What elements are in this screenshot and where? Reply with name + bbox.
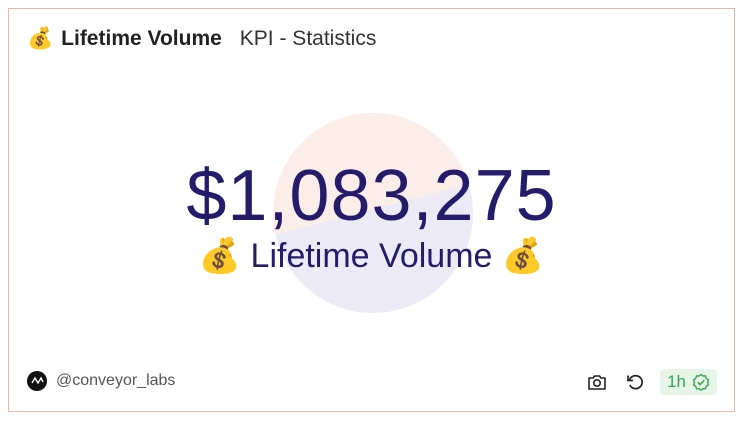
header-icon: 💰 xyxy=(27,27,54,50)
author-avatar xyxy=(27,371,47,391)
footer-actions: 1h xyxy=(572,369,717,395)
watermark xyxy=(273,113,473,313)
refresh-button[interactable] xyxy=(622,369,648,395)
freshness: 1h xyxy=(667,372,686,391)
kpi-label: 💰 Lifetime Volume 💰 xyxy=(198,237,545,275)
screenshot-button[interactable] xyxy=(584,369,610,395)
freshness-badge[interactable]: 1h xyxy=(660,369,717,395)
kpi-value: $1,083,275 xyxy=(186,156,557,236)
kpi-card: 💰 Lifetime Volume KPI - Statistics $1,08… xyxy=(8,8,735,412)
kpi: $1,083,275 💰 Lifetime Volume 💰 xyxy=(9,154,734,278)
author-name[interactable]: @conveyor_labs xyxy=(56,372,176,389)
author[interactable]: @conveyor_labs xyxy=(27,371,175,391)
subtitle: KPI - Statistics xyxy=(239,27,377,50)
header: 💰 Lifetime Volume KPI - Statistics xyxy=(27,27,376,51)
refresh-icon xyxy=(627,374,644,390)
camera-icon xyxy=(588,375,606,390)
verified-icon xyxy=(692,373,710,391)
title: Lifetime Volume xyxy=(61,27,222,50)
